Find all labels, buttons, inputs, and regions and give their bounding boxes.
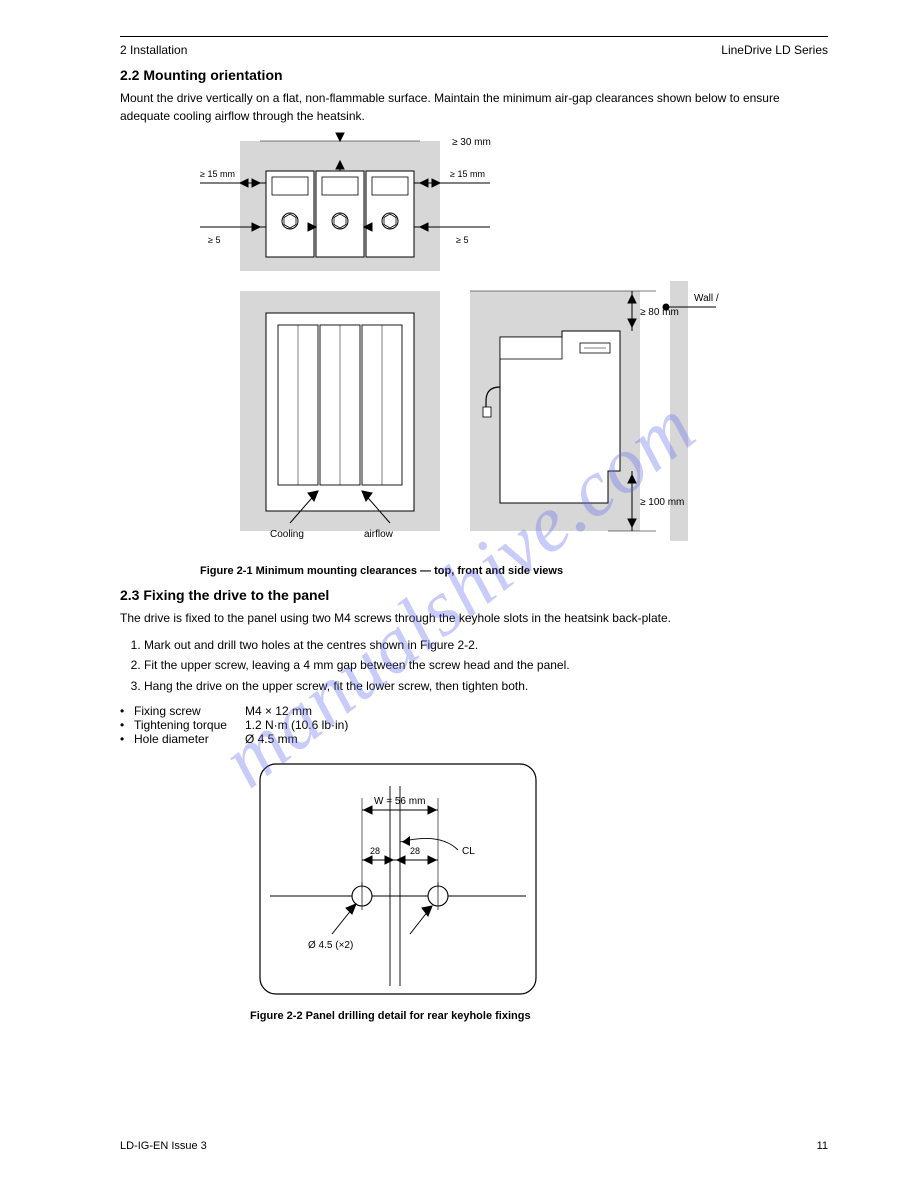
spec-k-3: Hole diameter [120,732,245,746]
spec-v-2: 1.2 N·m (10.6 lb·in) [245,718,366,732]
header-right: LineDrive LD Series [721,43,828,57]
dia-label: Ø 4.5 (×2) [308,940,353,951]
topview-hex-3 [382,213,398,229]
sideview-dim-top-label: ≥ 80 mm [640,307,679,318]
dim-half-R: 28 [410,846,420,856]
topview-dim-sideL: ≥ 15 mm [200,169,235,179]
topview-hex-2 [332,213,348,229]
topview-hex-1 [282,213,298,229]
footer-left: LD-IG-EN Issue 3 [120,1140,207,1152]
cl-label: CL [462,846,475,857]
step-1: Mark out and drill two holes at the cent… [144,635,828,655]
figure-2-2-svg: W = 56 mm 28 28 CL Ø 4.5 (×2) [250,756,550,1006]
spec-table: Fixing screwM4 × 12 mm Tightening torque… [120,704,366,746]
section-2-2-title: 2.2 Mounting orientation [120,67,828,83]
spec-row-1: Fixing screwM4 × 12 mm [120,704,366,718]
dim-W-label: W = 56 mm [374,796,425,807]
figure-2-1-caption: Figure 2-1 Minimum mounting clearances —… [200,565,720,577]
header-rule [120,36,828,37]
topview-dim-gapR: ≥ 5 [456,235,468,245]
spec-row-3: Hole diameterØ 4.5 mm [120,732,366,746]
dim-half-L: 28 [370,846,380,856]
frontview-label-r: airflow [364,529,394,540]
figure-2-2: W = 56 mm 28 28 CL Ø 4.5 (×2) Fi [250,756,550,1022]
spec-k-2: Tightening torque [120,718,245,732]
section-2-3-intro: The drive is fixed to the panel using tw… [120,609,828,627]
footer-right: 11 [817,1140,828,1152]
footer: LD-IG-EN Issue 3 11 [120,1140,828,1152]
figure-2-1: ≥ 30 mm ≥ 15 mm ≥ 15 mm ≥ 5 ≥ 5 [200,131,720,577]
step-2: Fit the upper screw, leaving a 4 mm gap … [144,655,828,675]
spec-row-2: Tightening torque1.2 N·m (10.6 lb·in) [120,718,366,732]
page: 2 Installation LineDrive LD Series 2.2 M… [0,0,918,1188]
figure-2-2-caption: Figure 2-2 Panel drilling detail for rea… [250,1010,550,1022]
section-2-3-title: 2.3 Fixing the drive to the panel [120,587,828,603]
sideview-dim-bot-label: ≥ 100 mm [640,497,684,508]
sideview-plug [483,407,491,417]
section-2-3-steps: Mark out and drill two holes at the cent… [120,635,828,696]
running-header: 2 Installation LineDrive LD Series [120,43,828,57]
topview-dim-sideR: ≥ 15 mm [450,169,485,179]
section-2-2-para: Mount the drive vertically on a flat, no… [120,89,828,125]
step-3: Hang the drive on the upper screw, fit t… [144,676,828,696]
figure-2-1-svg: ≥ 30 mm ≥ 15 mm ≥ 15 mm ≥ 5 ≥ 5 [200,131,720,561]
spec-k-1: Fixing screw [120,704,245,718]
spec-v-1: M4 × 12 mm [245,704,366,718]
header-left: 2 Installation [120,43,187,57]
spec-v-3: Ø 4.5 mm [245,732,366,746]
sideview-wall-label: Wall / panel [694,293,720,304]
sideview-cap [500,337,562,359]
topview-dim-gapL: ≥ 5 [208,235,220,245]
frontview-label-l: Cooling [270,529,304,540]
topview-dim-top-label: ≥ 30 mm [452,137,491,148]
